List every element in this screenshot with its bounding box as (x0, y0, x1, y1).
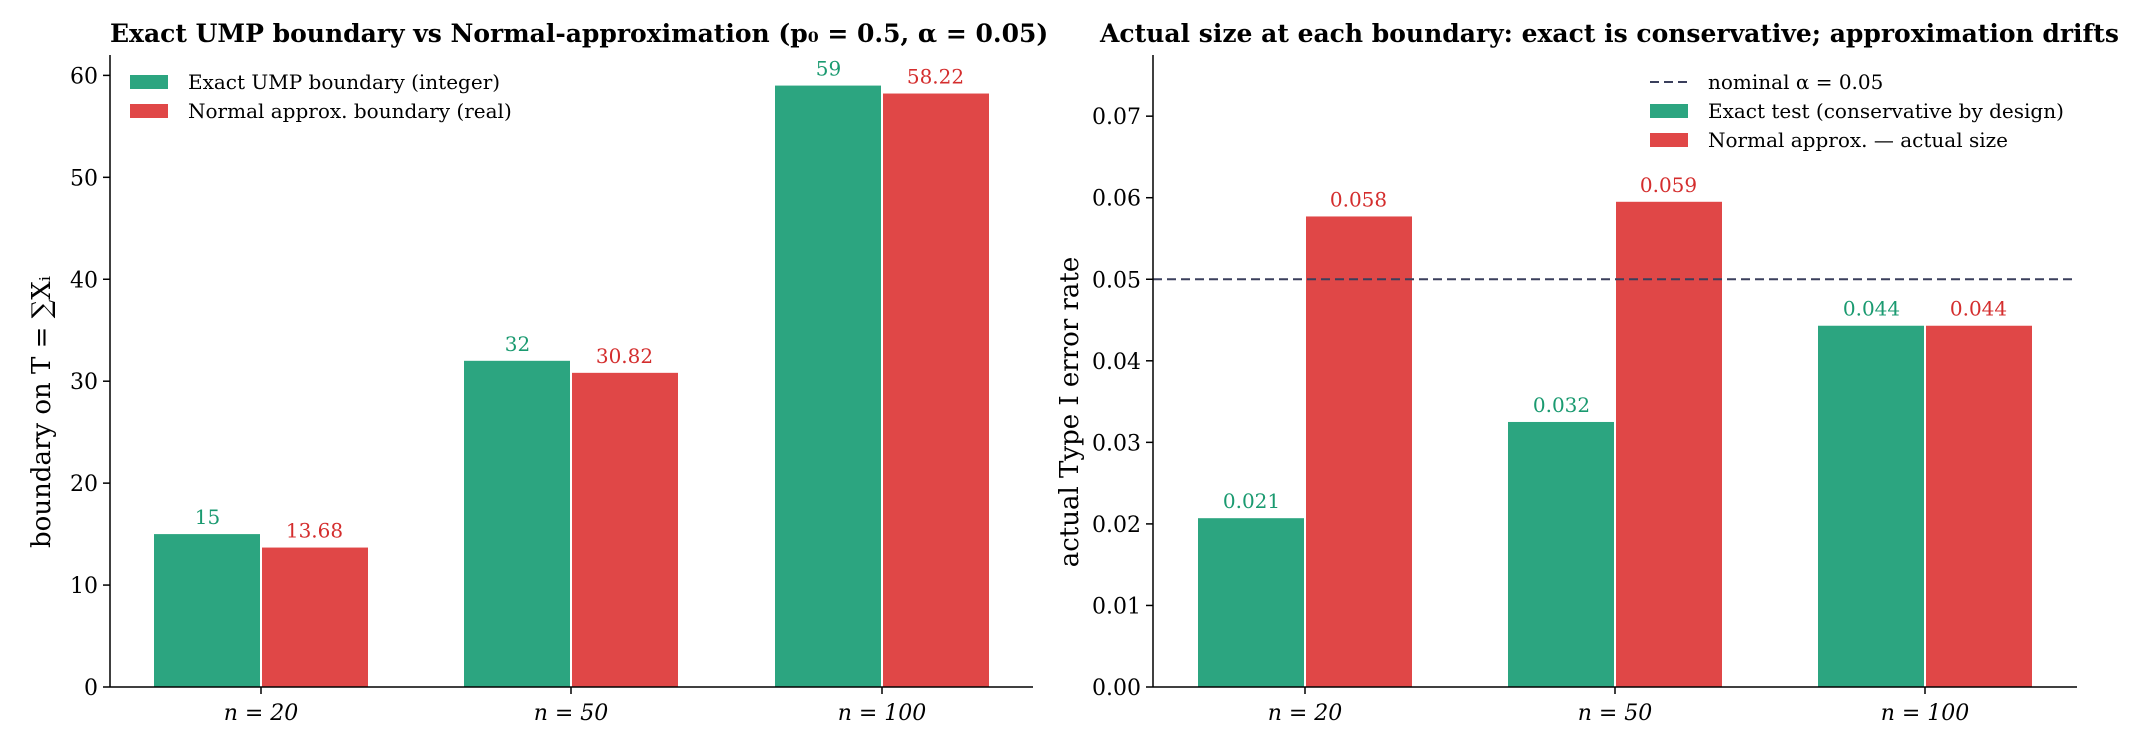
type1-bar-s1-2 (1926, 325, 2032, 687)
boundary-ytick-label-2: 20 (70, 472, 98, 497)
type1-bar-s0-0 (1198, 518, 1304, 687)
type1-error-chart-title: Actual size at each boundary: exact is c… (1099, 19, 2119, 48)
type1-bar-label-s0-2: 0.044 (1843, 297, 1900, 321)
boundary-bar-s0-0 (154, 534, 260, 687)
boundary-chart-legend: Exact UMP boundary (integer) Normal appro… (130, 70, 512, 123)
type1-bar-s0-1 (1508, 421, 1614, 687)
boundary-chart-ylabel: boundary on T = ∑Xᵢ (27, 276, 57, 548)
boundary-bar-label-s0-0: 15 (195, 505, 220, 529)
type1-error-chart-legend: nominal α = 0.05 Exact test (conservative… (1650, 70, 2064, 152)
boundary-bar-label-s0-1: 32 (505, 332, 530, 356)
type1-ytick-label-4: 0.04 (1092, 350, 1141, 375)
boundary-chart-title: Exact UMP boundary vs Normal-approximati… (110, 19, 1048, 48)
boundary-bar-s1-1 (572, 372, 678, 687)
boundary-bar-s1-2 (883, 93, 989, 687)
type1-ytick-label-6: 0.06 (1092, 187, 1141, 212)
boundary-chart-plot: 15 32 59 13.68 30.82 58.22 0 10 20 30 40 50 60 n = 20… (70, 55, 1033, 726)
type1-xtick-label-2: n = 100 (1881, 701, 1970, 726)
boundary-ytick-label-4: 40 (70, 268, 98, 293)
type1-ytick-label-5: 0.05 (1092, 268, 1141, 293)
type1-legend-label-1: Exact test (conservative by design) (1708, 99, 2064, 123)
type1-legend-label-2: Normal approx. — actual size (1708, 128, 2008, 152)
boundary-xtick-label-1: n = 50 (534, 701, 609, 726)
type1-legend-swatch-1 (1650, 104, 1688, 118)
boundary-bar-label-s1-1: 30.82 (596, 344, 653, 368)
type1-xtick-label-0: n = 20 (1268, 701, 1343, 726)
type1-bar-label-s0-0: 0.021 (1223, 489, 1280, 513)
boundary-ytick-label-5: 50 (70, 166, 98, 191)
boundary-ytick-label-3: 30 (70, 370, 98, 395)
type1-ytick-label-1: 0.01 (1092, 594, 1141, 619)
boundary-legend-label-1: Normal approx. boundary (real) (188, 99, 512, 123)
boundary-xtick-label-0: n = 20 (224, 701, 299, 726)
type1-ytick-label-2: 0.02 (1092, 513, 1141, 538)
boundary-legend-label-0: Exact UMP boundary (integer) (188, 70, 500, 94)
boundary-bar-s1-0 (262, 547, 368, 687)
boundary-chart: Exact UMP boundary vs Normal-approximati… (27, 19, 1048, 726)
type1-legend-swatch-2 (1650, 133, 1688, 147)
type1-legend-label-0: nominal α = 0.05 (1708, 70, 1883, 94)
type1-bar-s1-0 (1306, 216, 1412, 687)
type1-xtick-label-1: n = 50 (1578, 701, 1653, 726)
boundary-ytick-label-6: 60 (70, 64, 98, 89)
type1-bar-label-s1-0: 0.058 (1330, 187, 1387, 211)
boundary-xtick-label-2: n = 100 (838, 701, 927, 726)
type1-error-chart-ylabel: actual Type I error rate (1055, 257, 1085, 568)
type1-bar-label-s1-1: 0.059 (1640, 173, 1697, 197)
boundary-bar-label-s1-2: 58.22 (907, 65, 964, 89)
type1-ytick-label-3: 0.03 (1092, 431, 1141, 456)
boundary-legend-swatch-1 (130, 104, 168, 118)
type1-ytick-label-7: 0.07 (1092, 105, 1141, 130)
boundary-bar-s0-2 (775, 85, 881, 688)
boundary-legend-swatch-0 (130, 75, 168, 89)
type1-bar-label-s0-1: 0.032 (1533, 393, 1590, 417)
type1-ytick-label-0: 0.00 (1092, 676, 1141, 701)
type1-error-chart-plot: 0.021 0.032 0.044 0.058 0.059 0.044 0.00 0.01 0.… (1092, 55, 2077, 726)
boundary-bar-s0-1 (464, 360, 570, 687)
type1-bar-label-s1-2: 0.044 (1950, 297, 2007, 321)
boundary-ytick-label-0: 0 (84, 676, 98, 701)
boundary-ytick-label-1: 10 (70, 574, 98, 599)
boundary-bar-label-s1-0: 13.68 (286, 519, 343, 543)
boundary-bar-label-s0-2: 59 (816, 57, 841, 81)
type1-error-chart: Actual size at each boundary: exact is c… (1055, 19, 2119, 726)
type1-bar-s1-1 (1616, 201, 1722, 687)
type1-bar-s0-2 (1818, 325, 1924, 687)
